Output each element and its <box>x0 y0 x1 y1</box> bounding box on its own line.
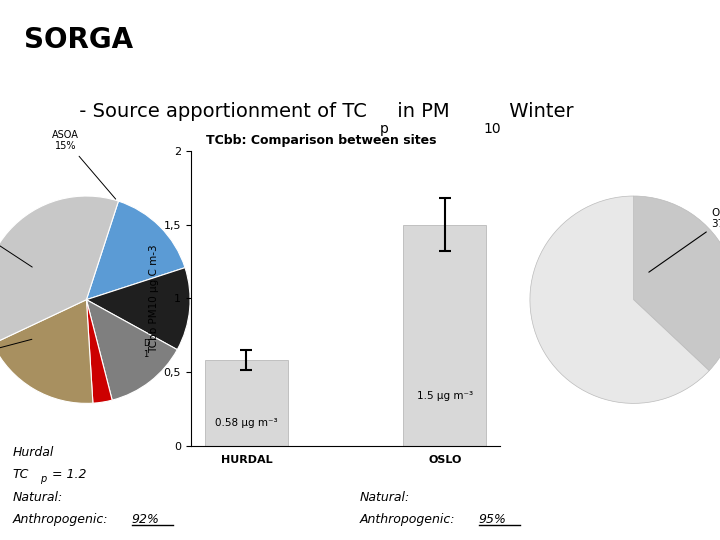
Text: Anthropogenic:: Anthropogenic: <box>13 512 112 526</box>
Bar <box>205 360 288 445</box>
Text: Hurdal: Hurdal <box>13 446 54 460</box>
Text: Anthropogenic:: Anthropogenic: <box>360 512 459 526</box>
Text: ECff
13%: ECff 13% <box>0 215 32 267</box>
Wedge shape <box>0 196 118 344</box>
Wedge shape <box>86 300 177 400</box>
Text: Winter: Winter <box>503 102 574 121</box>
Text: Natural:: Natural: <box>360 491 410 504</box>
Text: - Source apportionment of TC: - Source apportionment of TC <box>73 102 367 121</box>
Text: SORGA: SORGA <box>24 26 133 55</box>
Text: ASOA
15%: ASOA 15% <box>53 130 116 199</box>
Wedge shape <box>0 300 93 403</box>
Wedge shape <box>86 268 190 349</box>
Text: 0.58 μg m⁻³: 0.58 μg m⁻³ <box>215 418 278 428</box>
Y-axis label: TCbb PM10 μg C m-3: TCbb PM10 μg C m-3 <box>150 244 159 353</box>
Text: = 1.2: = 1.2 <box>48 468 86 481</box>
Text: D
1: D 1 <box>143 339 150 359</box>
Wedge shape <box>86 300 112 403</box>
Text: 1.5 μg m⁻³: 1.5 μg m⁻³ <box>417 392 473 401</box>
Text: 92%: 92% <box>132 512 160 526</box>
Text: 95%: 95% <box>479 512 507 526</box>
Text: OCbb
37%: OCbb 37% <box>649 207 720 272</box>
Text: TCbb: Comparison between sites: TCbb: Comparison between sites <box>207 134 437 147</box>
Bar <box>403 225 486 446</box>
Text: TC: TC <box>13 468 30 481</box>
Wedge shape <box>530 196 709 403</box>
Text: p: p <box>40 474 47 484</box>
Text: 10: 10 <box>483 122 501 136</box>
Wedge shape <box>634 196 720 370</box>
Text: p: p <box>379 122 389 136</box>
Text: Natural:: Natural: <box>13 491 63 504</box>
Text: OCff
13%: OCff 13% <box>0 339 32 367</box>
Wedge shape <box>86 201 185 300</box>
Text: in PM: in PM <box>391 102 449 121</box>
